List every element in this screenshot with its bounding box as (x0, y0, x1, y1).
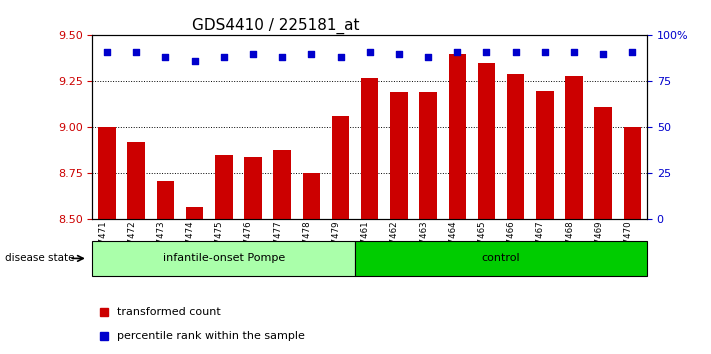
Bar (274, 149, 291, 354)
Point (481, 49, 492, 55)
Bar (390, 92, 407, 354)
Point (277, 55, 288, 60)
Bar (244, 157, 262, 354)
Bar (594, 107, 612, 354)
Bar (536, 91, 554, 354)
Bar (449, 54, 466, 354)
Bar (215, 155, 232, 354)
Text: GDS4410 / 225181_at: GDS4410 / 225181_at (192, 18, 360, 34)
Text: transformed count: transformed count (117, 307, 221, 318)
Point (102, 49, 113, 55)
Text: disease state: disease state (5, 253, 74, 263)
Bar (565, 76, 583, 354)
Bar (156, 181, 174, 354)
Point (451, 49, 463, 55)
Bar (419, 92, 437, 354)
Point (335, 55, 346, 60)
Point (131, 49, 142, 55)
Bar (98, 127, 116, 354)
Bar (186, 207, 203, 354)
Bar (361, 78, 378, 354)
Point (422, 55, 434, 60)
Bar (478, 63, 496, 354)
Bar (127, 142, 145, 354)
Point (189, 58, 201, 64)
Point (160, 55, 171, 60)
Bar (624, 127, 641, 354)
Point (539, 49, 550, 55)
Point (306, 51, 317, 57)
Point (364, 49, 375, 55)
Text: infantile-onset Pompe: infantile-onset Pompe (163, 253, 285, 263)
Point (247, 51, 259, 57)
Bar (507, 74, 525, 354)
Text: control: control (482, 253, 520, 263)
Point (597, 51, 609, 57)
Point (626, 49, 638, 55)
Bar (332, 116, 349, 354)
Bar (303, 173, 320, 354)
Text: percentile rank within the sample: percentile rank within the sample (117, 331, 305, 341)
Point (218, 55, 230, 60)
Point (568, 49, 579, 55)
FancyBboxPatch shape (355, 241, 647, 276)
FancyBboxPatch shape (92, 241, 355, 276)
Point (510, 49, 521, 55)
Point (393, 51, 405, 57)
